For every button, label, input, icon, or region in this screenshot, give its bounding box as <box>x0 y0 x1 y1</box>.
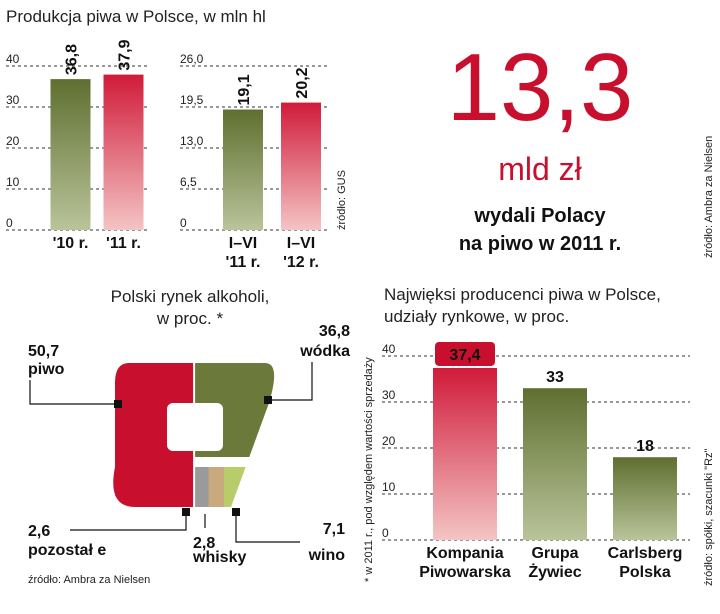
bar <box>50 79 91 231</box>
y-tick-label: 30 <box>382 388 396 402</box>
bar-value-label: 33 <box>546 369 564 386</box>
x-category-label: Piwowarska <box>419 564 511 581</box>
bar <box>281 102 321 230</box>
leader-dot <box>264 396 272 404</box>
pie-slices <box>113 363 275 507</box>
bar-value-label: 19,1 <box>236 74 253 105</box>
producers-chart-title-line1: Najwięksi producenci piwa w Polsce, <box>384 285 661 304</box>
y-tick-label: 40 <box>382 342 396 356</box>
y-tick-label: 19,5 <box>180 93 204 107</box>
y-tick-label: 0 <box>180 216 187 230</box>
bar <box>433 367 497 540</box>
pie-hole <box>167 403 223 451</box>
label-other-name: pozostał e <box>28 542 106 559</box>
slice-whisky <box>208 467 224 507</box>
y-tick-label: 26,0 <box>180 52 204 66</box>
y-tick-label: 30 <box>6 93 20 107</box>
production-panel-halfyear: 0 6,5 13,0 19,5 26,0 19,1 I–VI '11 r. 20,2 I–VI '1… <box>180 52 330 271</box>
market-chart-title-line2: w proc. * <box>156 309 224 328</box>
leader-dot <box>232 508 240 516</box>
y-tick-label: 6,5 <box>180 175 197 189</box>
x-category-label: Kompania <box>426 545 503 562</box>
x-category-label: Grupa <box>531 545 578 562</box>
bar-value-label: 36,8 <box>64 44 81 75</box>
x-category-label: I–VI <box>287 235 315 252</box>
market-chart-source: źródło: Ambra za Nielsen <box>28 574 150 586</box>
leader-dot <box>114 400 122 408</box>
market-footnote: * w 2011 r., pod względem wartości sprze… <box>363 357 375 582</box>
bar <box>523 388 587 540</box>
production-chart-title: Produkcja piwa w Polsce, w mln hl <box>6 7 266 26</box>
value-badge <box>435 341 495 366</box>
y-tick-label: 10 <box>382 480 396 494</box>
headline-line1: wydali Polacy <box>473 205 606 227</box>
leader-wodka <box>268 362 313 401</box>
headline-value: 13,3 <box>447 34 634 141</box>
production-chart-source: źródło: GUS <box>336 170 348 230</box>
x-category-label: I–VI <box>229 235 257 252</box>
bar-value-label: 18 <box>636 438 654 455</box>
y-tick-label: 20 <box>382 434 396 448</box>
x-category-label: Carlsberg <box>608 545 683 562</box>
label-wino-name: wino <box>308 547 346 564</box>
headline-line2: na piwo w 2011 r. <box>459 233 621 255</box>
y-tick-label: 0 <box>382 526 389 540</box>
y-tick-label: 40 <box>6 52 20 66</box>
label-whisky-value: 2,8 <box>193 535 215 552</box>
bar <box>103 74 144 230</box>
headline-unit: mld zł <box>498 151 582 187</box>
x-category-label: '11 r. <box>106 235 141 252</box>
leader-wino <box>235 514 300 543</box>
x-category-label: '10 r. <box>53 235 89 252</box>
label-other-value: 2,6 <box>28 523 50 540</box>
bar-value-label: 37,9 <box>117 39 134 70</box>
producers-chart-title-line2: udziały rynkowe, w proc. <box>384 307 569 326</box>
leader-piwo <box>29 380 120 405</box>
slice-wodka-tail <box>263 467 275 507</box>
bar <box>613 457 677 540</box>
y-tick-label: 13,0 <box>180 134 204 148</box>
slice-wino <box>223 467 264 507</box>
bar <box>223 109 263 230</box>
label-wino-value: 7,1 <box>323 521 345 538</box>
leader-dot <box>182 508 190 516</box>
slice-pozostale <box>194 467 209 507</box>
x-category-label: '11 r. <box>226 254 261 271</box>
label-piwo-value: 50,7 <box>28 343 59 360</box>
label-wodka-value: 36,8 <box>319 323 350 340</box>
label-wodka-name: wódka <box>299 343 350 360</box>
x-category-label: Żywiec <box>528 563 581 581</box>
producers-bar-chart: 0 10 20 30 40 37,4 Kompania Piwowarska 33 GrupaŻy… <box>382 341 690 581</box>
y-tick-label: 20 <box>6 134 20 148</box>
y-tick-label: 0 <box>6 216 13 230</box>
bar-value-label: 37,4 <box>449 347 480 364</box>
producers-chart-source: źródło: spółki, szacunki "Rz" <box>703 448 715 586</box>
production-panel-annual: 0 10 20 30 40 36,8 '10 r. 37,9 '11 r. <box>6 39 150 252</box>
label-whisky-name: whisky <box>192 549 246 566</box>
x-category-label: Polska <box>619 564 671 581</box>
x-category-label: '12 r. <box>283 254 319 271</box>
headline-source: źródło: Ambra za Nielsen <box>703 136 715 258</box>
leader-other <box>70 514 187 531</box>
bar-value-label: 20,2 <box>294 67 311 98</box>
market-chart-title-line1: Polski rynek alkoholi, <box>111 287 270 306</box>
label-piwo-name: piwo <box>28 361 65 378</box>
y-tick-label: 10 <box>6 175 20 189</box>
